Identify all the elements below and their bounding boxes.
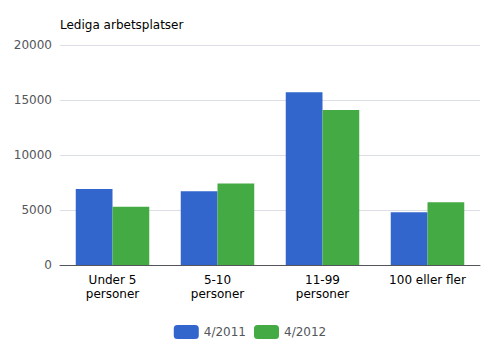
svg-text:15000: 15000 [14, 93, 52, 107]
svg-text:10000: 10000 [14, 148, 52, 162]
svg-text:11-99: 11-99 [305, 273, 340, 287]
svg-text:5-10: 5-10 [204, 273, 231, 287]
svg-text:personer: personer [191, 287, 245, 301]
svg-text:0: 0 [44, 258, 52, 272]
svg-text:personer: personer [86, 287, 140, 301]
svg-text:personer: personer [296, 287, 350, 301]
svg-text:Under 5: Under 5 [89, 273, 137, 287]
svg-text:5000: 5000 [21, 203, 52, 217]
svg-text:4/2011: 4/2011 [204, 325, 246, 339]
svg-text:4/2012: 4/2012 [284, 325, 326, 339]
svg-text:20000: 20000 [14, 38, 52, 52]
svg-text:Lediga arbetsplatser: Lediga arbetsplatser [60, 18, 183, 32]
svg-text:100 eller fler: 100 eller fler [389, 273, 466, 287]
